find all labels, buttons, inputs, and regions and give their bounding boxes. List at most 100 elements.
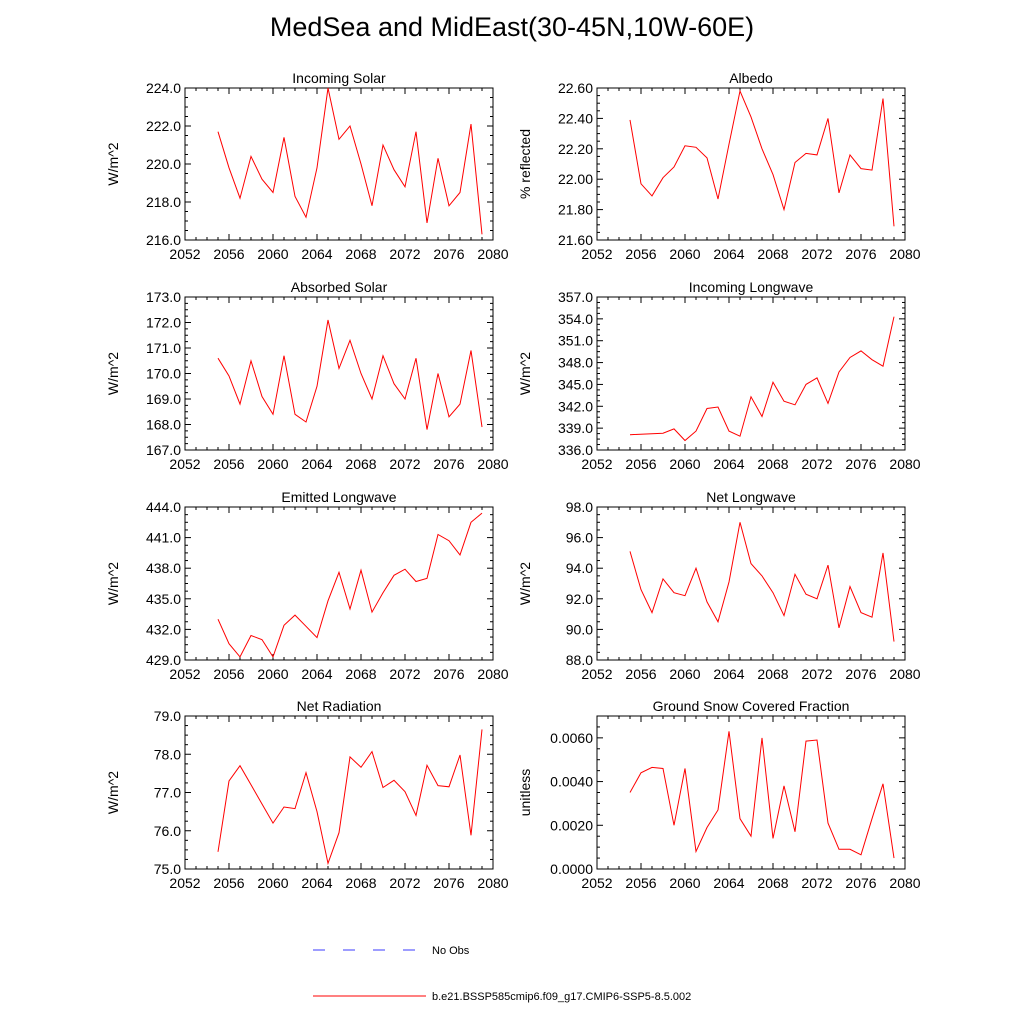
x-tick-label: 2056 xyxy=(213,246,244,262)
x-tick-label: 2072 xyxy=(801,246,832,262)
panel-title: Incoming Longwave xyxy=(689,279,814,295)
y-tick-label: 218.0 xyxy=(146,194,181,210)
y-axis-label: W/m^2 xyxy=(105,562,121,605)
y-axis-label: % reflected xyxy=(517,129,533,199)
y-tick-label: 339.0 xyxy=(558,420,593,436)
y-tick-label: 0.0020 xyxy=(550,817,593,833)
x-tick-label: 2060 xyxy=(257,666,288,682)
y-tick-label: 216.0 xyxy=(146,232,181,248)
y-tick-label: 345.0 xyxy=(558,376,593,392)
y-axis-label: W/m^2 xyxy=(105,352,121,395)
y-axis-label: unitless xyxy=(517,769,533,816)
legend-label: No Obs xyxy=(432,945,470,957)
y-tick-label: 342.0 xyxy=(558,398,593,414)
x-tick-label: 2060 xyxy=(257,246,288,262)
x-tick-label: 2064 xyxy=(301,246,332,262)
x-tick-label: 2052 xyxy=(581,875,612,891)
y-tick-label: 429.0 xyxy=(146,652,181,668)
y-tick-label: 171.0 xyxy=(146,340,181,356)
x-tick-label: 2064 xyxy=(713,875,744,891)
x-tick-label: 2068 xyxy=(345,666,376,682)
x-tick-label: 2060 xyxy=(669,666,700,682)
chart-panel-1: 2052 2056 2060 2064 2068 2072 2076 2080 21.60 21.… xyxy=(517,70,921,262)
panel-title: Ground Snow Covered Fraction xyxy=(653,698,850,714)
chart-panel-4: 2052 2056 2060 2064 2068 2072 2076 2080 429.0 432… xyxy=(105,489,509,682)
y-tick-label: 0.0040 xyxy=(550,774,593,790)
series-line xyxy=(629,731,895,859)
plot-frame xyxy=(596,87,906,241)
x-tick-label: 2052 xyxy=(169,456,200,472)
x-tick-label: 2076 xyxy=(845,666,876,682)
plot-frame xyxy=(184,87,494,241)
x-tick-label: 2080 xyxy=(889,666,920,682)
y-tick-label: 79.0 xyxy=(154,708,181,724)
y-tick-label: 172.0 xyxy=(146,315,181,331)
x-tick-label: 2076 xyxy=(433,456,464,472)
y-tick-label: 21.80 xyxy=(558,202,593,218)
y-tick-label: 168.0 xyxy=(146,417,181,433)
x-tick-label: 2060 xyxy=(257,456,288,472)
series-line xyxy=(217,87,483,235)
x-tick-label: 2076 xyxy=(845,246,876,262)
y-tick-label: 88.0 xyxy=(566,652,593,668)
y-tick-label: 441.0 xyxy=(146,530,181,546)
x-tick-label: 2072 xyxy=(801,666,832,682)
x-tick-label: 2080 xyxy=(889,246,920,262)
y-tick-label: 169.0 xyxy=(146,391,181,407)
series-line xyxy=(217,512,483,659)
y-tick-label: 92.0 xyxy=(566,591,593,607)
chart-panel-7: 2052 2056 2060 2064 2068 2072 2076 2080 0.0000 0.… xyxy=(517,698,921,891)
x-tick-label: 2056 xyxy=(625,246,656,262)
y-tick-label: 21.60 xyxy=(558,232,593,248)
y-tick-label: 173.0 xyxy=(146,289,181,305)
y-tick-label: 78.0 xyxy=(154,746,181,762)
x-tick-label: 2076 xyxy=(433,666,464,682)
y-tick-label: 435.0 xyxy=(146,591,181,607)
x-tick-label: 2076 xyxy=(433,875,464,891)
x-tick-label: 2068 xyxy=(345,875,376,891)
x-tick-label: 2072 xyxy=(389,666,420,682)
x-tick-label: 2056 xyxy=(213,875,244,891)
y-tick-label: 75.0 xyxy=(154,861,181,877)
x-tick-label: 2060 xyxy=(669,246,700,262)
x-tick-label: 2080 xyxy=(477,246,508,262)
y-tick-label: 22.60 xyxy=(558,80,593,96)
y-tick-label: 348.0 xyxy=(558,355,593,371)
y-tick-label: 22.40 xyxy=(558,110,593,126)
x-tick-label: 2060 xyxy=(257,875,288,891)
y-tick-label: 90.0 xyxy=(566,621,593,637)
chart-panel-5: 2052 2056 2060 2064 2068 2072 2076 2080 88.0 90.0… xyxy=(517,489,921,682)
x-tick-label: 2064 xyxy=(713,456,744,472)
x-tick-label: 2076 xyxy=(845,456,876,472)
x-tick-label: 2080 xyxy=(477,456,508,472)
y-axis-label: W/m^2 xyxy=(517,352,533,395)
x-tick-label: 2064 xyxy=(713,246,744,262)
panel-title: Albedo xyxy=(729,70,773,86)
y-tick-label: 22.20 xyxy=(558,141,593,157)
x-tick-label: 2076 xyxy=(845,875,876,891)
series-line xyxy=(217,319,483,430)
x-tick-label: 2056 xyxy=(213,456,244,472)
x-tick-label: 2064 xyxy=(713,666,744,682)
y-tick-label: 98.0 xyxy=(566,499,593,515)
x-tick-label: 2060 xyxy=(669,456,700,472)
y-axis-label: W/m^2 xyxy=(105,142,121,185)
x-tick-label: 2068 xyxy=(757,666,788,682)
chart-panel-3: 2052 2056 2060 2064 2068 2072 2076 2080 336.0 339… xyxy=(517,279,921,472)
y-tick-label: 444.0 xyxy=(146,499,181,515)
panel-title: Net Longwave xyxy=(706,489,796,505)
panel-title: Incoming Solar xyxy=(292,70,386,86)
x-tick-label: 2056 xyxy=(625,456,656,472)
plot-frame xyxy=(184,506,494,661)
x-tick-label: 2080 xyxy=(889,875,920,891)
y-tick-label: 77.0 xyxy=(154,785,181,801)
plot-frame xyxy=(184,715,494,870)
series-line xyxy=(629,89,895,227)
plot-frame xyxy=(596,715,906,870)
y-tick-label: 224.0 xyxy=(146,80,181,96)
figure-title: MedSea and MidEast(30-45N,10W-60E) xyxy=(269,12,755,42)
panel-title: Net Radiation xyxy=(297,698,382,714)
y-tick-label: 76.0 xyxy=(154,823,181,839)
x-tick-label: 2068 xyxy=(345,246,376,262)
y-tick-label: 167.0 xyxy=(146,442,181,458)
